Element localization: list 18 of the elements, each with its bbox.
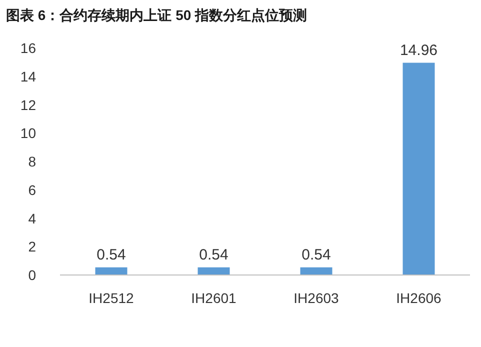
ytick: 12 <box>20 96 36 113</box>
ytick: 0 <box>28 267 36 283</box>
xtick: IH2512 <box>88 290 134 306</box>
ytick: 4 <box>28 210 36 226</box>
title: 图表 6：合约存续期内上证 50 指数分红点位预测 <box>6 7 308 23</box>
ytick: 6 <box>28 182 36 198</box>
xtick: IH2606 <box>396 290 442 306</box>
ytick: 14 <box>20 68 36 84</box>
xtick: IH2601 <box>191 290 236 306</box>
data-label: 14.96 <box>400 42 438 59</box>
ytick: 8 <box>28 154 36 170</box>
xtick: IH2603 <box>294 290 339 306</box>
data-label: 0.54 <box>199 246 228 264</box>
data-label: 0.54 <box>96 246 126 264</box>
data-label: 0.54 <box>302 246 331 264</box>
ytick: 10 <box>20 125 36 142</box>
ytick: 16 <box>20 40 36 56</box>
ytick: 2 <box>28 238 36 255</box>
